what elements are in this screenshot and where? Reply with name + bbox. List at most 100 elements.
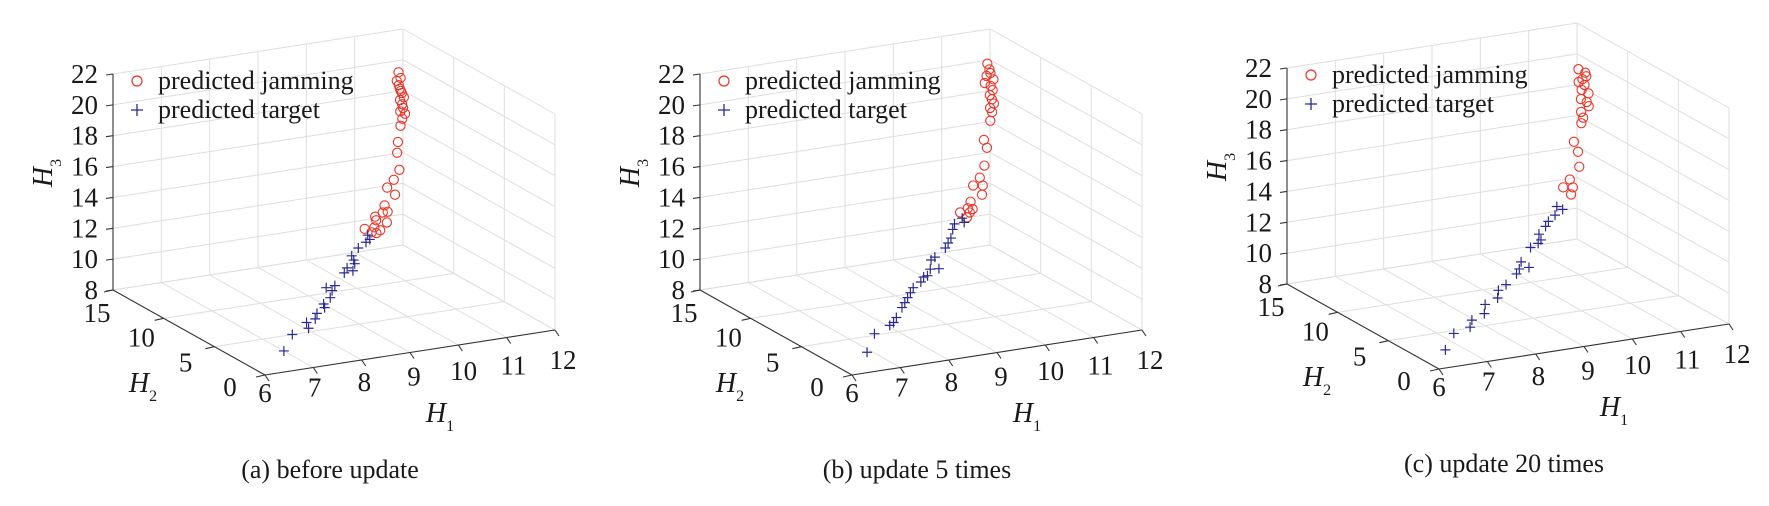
z-tick-label: 14 xyxy=(1245,176,1273,206)
panel-caption: (a) before update xyxy=(241,455,419,484)
h1-axis-title-main: H xyxy=(425,398,448,429)
h1-tick-label: 10 xyxy=(1037,356,1064,386)
grid-line xyxy=(1286,238,1578,285)
target-point xyxy=(1551,201,1562,212)
grid-line xyxy=(402,28,556,115)
grid-line xyxy=(1576,22,1730,109)
jamming-point xyxy=(976,189,988,200)
h1-tick xyxy=(1044,344,1050,352)
h2-tick-label: 10 xyxy=(128,323,155,353)
target-point xyxy=(943,238,954,249)
h1-axis-title-main: H xyxy=(1599,392,1622,423)
jamming-point xyxy=(382,182,393,193)
grid-line xyxy=(989,28,1143,115)
jamming-point xyxy=(359,223,370,235)
grid-line xyxy=(1335,276,1488,362)
target-point xyxy=(1543,216,1554,227)
grid-line xyxy=(796,274,949,361)
jamming-point xyxy=(1574,161,1585,172)
jamming-point xyxy=(388,174,399,185)
grid-line xyxy=(257,267,411,353)
z-tick xyxy=(692,104,701,107)
target-point xyxy=(945,233,956,244)
jamming-point xyxy=(395,106,406,117)
legend-label: predicted target xyxy=(745,95,908,124)
grid-line xyxy=(1337,266,1628,313)
jamming-point xyxy=(1558,182,1569,193)
target-point xyxy=(947,224,958,235)
legend-label: predicted jamming xyxy=(1332,60,1528,89)
h2-axis-title: H2 xyxy=(715,368,744,405)
z-axis-title: H3 xyxy=(1202,153,1239,182)
h1-tick xyxy=(554,329,560,337)
h1-tick xyxy=(1486,361,1492,368)
grid-line xyxy=(1431,261,1585,347)
h2-tick-label: 5 xyxy=(766,347,780,377)
grid-line xyxy=(1388,295,1679,342)
grid-line xyxy=(1286,84,1578,131)
target-point xyxy=(329,280,340,291)
h1-tick-label: 7 xyxy=(308,373,322,403)
jamming-point xyxy=(1575,106,1587,118)
grid-line xyxy=(699,151,991,198)
grid-line xyxy=(112,59,404,106)
jamming-point xyxy=(394,164,405,175)
grid-line xyxy=(402,182,556,269)
grid-line xyxy=(699,213,991,260)
h2-axis-title: H2 xyxy=(128,368,157,405)
h2-tick xyxy=(255,374,266,378)
grid-line xyxy=(354,252,507,338)
h1-tick-label: 7 xyxy=(1482,367,1496,397)
target-point xyxy=(1480,299,1491,310)
h1-tick xyxy=(457,344,463,352)
jamming-point xyxy=(389,189,401,200)
target-point xyxy=(1493,285,1504,296)
z-tick-label: 22 xyxy=(71,59,98,89)
h2-axis-title: H2 xyxy=(1302,362,1331,399)
jamming-point xyxy=(371,227,382,239)
h1-tick-label: 12 xyxy=(1724,339,1751,369)
target-point xyxy=(1525,242,1536,253)
target-point xyxy=(346,250,357,261)
grid-line xyxy=(989,90,1143,177)
jamming-point xyxy=(366,227,377,238)
grid-line xyxy=(306,259,459,346)
h2-tick xyxy=(741,317,751,321)
jamming-point xyxy=(1573,76,1584,88)
h2-tick-label: 5 xyxy=(179,347,193,377)
z-tick xyxy=(105,196,114,199)
jamming-point xyxy=(382,206,393,217)
legend-label: predicted target xyxy=(158,95,321,124)
jamming-point xyxy=(1581,71,1592,82)
z-tick-label: 18 xyxy=(71,121,98,151)
legend-label: predicted jamming xyxy=(745,66,941,95)
z-tick-label: 8 xyxy=(85,275,99,305)
grid-line xyxy=(1383,268,1536,355)
grid-line xyxy=(402,213,556,300)
grid-line xyxy=(402,59,556,146)
jamming-point xyxy=(395,120,406,131)
z-tick-label: 18 xyxy=(1245,115,1272,145)
z-axis-title: H3 xyxy=(28,159,65,188)
h2-tick xyxy=(154,317,164,321)
h2-tick xyxy=(1277,283,1288,287)
target-point xyxy=(915,276,926,287)
z-tick xyxy=(692,227,701,230)
h1-tick xyxy=(1583,346,1589,353)
z-tick-label: 8 xyxy=(1259,269,1273,299)
z-tick-label: 14 xyxy=(71,182,99,212)
h2-axis-title-sub: 2 xyxy=(149,388,157,405)
jamming-point xyxy=(1573,64,1584,75)
h2-axis xyxy=(1286,283,1440,370)
target-point xyxy=(287,329,298,340)
grid-line xyxy=(112,90,404,137)
h2-tick-label: 0 xyxy=(810,372,824,402)
target-point xyxy=(339,267,350,278)
h1-axis-title: H1 xyxy=(1012,398,1041,435)
z-tick-label: 12 xyxy=(1245,207,1272,237)
grid-line xyxy=(1286,53,1578,100)
z-tick xyxy=(105,258,114,261)
target-point xyxy=(1501,279,1512,290)
